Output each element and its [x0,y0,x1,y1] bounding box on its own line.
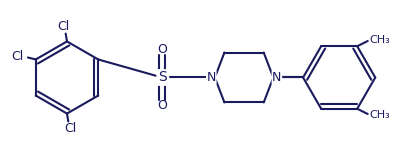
Text: O: O [157,99,167,112]
Text: Cl: Cl [64,122,77,135]
Text: N: N [207,71,216,84]
Text: S: S [158,71,166,84]
Text: CH₃: CH₃ [369,35,390,45]
Text: Cl: Cl [12,50,24,63]
Text: N: N [272,71,282,84]
Text: Cl: Cl [57,20,70,33]
Text: CH₃: CH₃ [369,110,390,120]
Text: O: O [157,43,167,56]
